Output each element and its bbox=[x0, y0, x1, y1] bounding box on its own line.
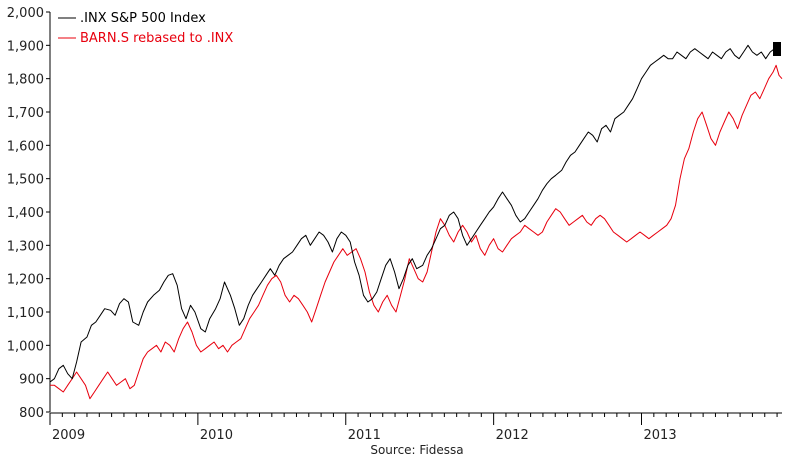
x-tick-label: 2009 bbox=[52, 428, 85, 443]
y-tick-label: 1,800 bbox=[7, 73, 44, 88]
series-lines bbox=[49, 44, 783, 400]
x-axis: 2009 2010 2011 2012 2013 bbox=[49, 412, 782, 443]
y-tick-label: 900 bbox=[19, 373, 44, 388]
y-tick-label: 1,200 bbox=[7, 273, 44, 288]
end-marker bbox=[773, 42, 781, 56]
y-tick-label: 800 bbox=[19, 406, 44, 421]
legend-label: BARN.S rebased to .INX bbox=[80, 31, 233, 46]
y-axis: 800 900 1,000 1,100 1,200 1,300 1,400 1,500 1,60… bbox=[7, 6, 51, 421]
legend-label: .INX S&P 500 Index bbox=[80, 11, 206, 26]
chart-source: Source: Fidessa bbox=[370, 443, 463, 457]
y-tick-label: 1,300 bbox=[7, 239, 44, 254]
legend: .INX S&P 500 Index BARN.S rebased to .INX bbox=[58, 11, 233, 46]
series-line-2 bbox=[50, 64, 783, 400]
y-tick-label: 1,000 bbox=[7, 339, 44, 354]
x-tick-label: 2010 bbox=[200, 428, 233, 443]
series-line-1 bbox=[49, 44, 781, 383]
x-tick-label: 2013 bbox=[644, 428, 677, 443]
y-tick-label: 1,400 bbox=[7, 206, 44, 221]
y-tick-label: 1,700 bbox=[7, 106, 44, 121]
y-tick-label: 1,900 bbox=[7, 39, 44, 54]
x-tick-label: 2012 bbox=[496, 428, 529, 443]
y-tick-label: 1,500 bbox=[7, 173, 44, 188]
y-tick-label: 2,000 bbox=[7, 6, 44, 21]
y-tick-label: 1,100 bbox=[7, 306, 44, 321]
x-tick-label: 2011 bbox=[348, 428, 381, 443]
y-tick-label: 1,600 bbox=[7, 139, 44, 154]
